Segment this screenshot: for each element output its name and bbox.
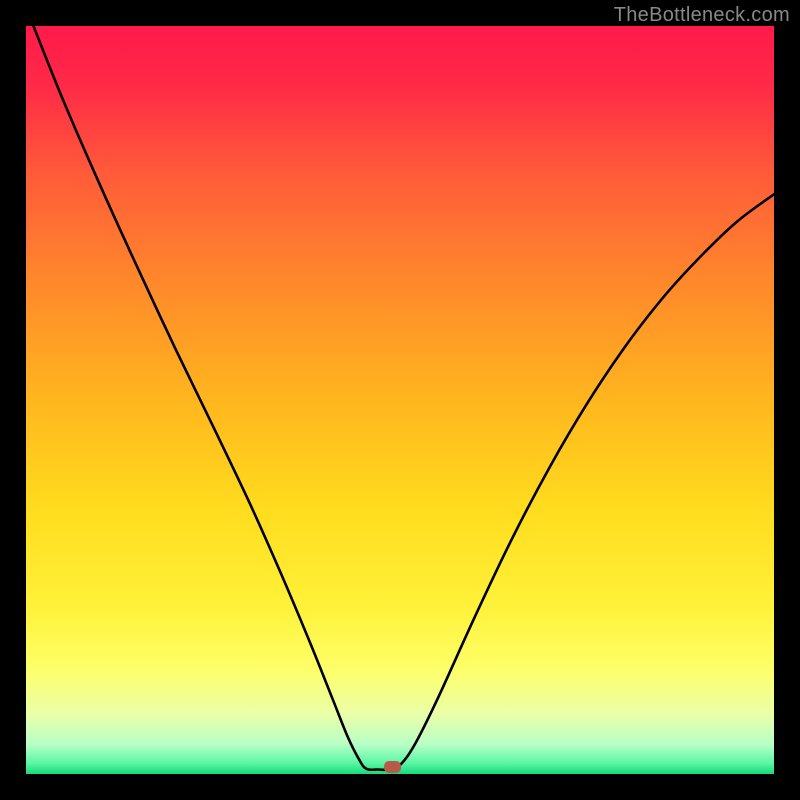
- curve-svg: [26, 26, 774, 774]
- watermark-text: TheBottleneck.com: [614, 4, 790, 27]
- plot-area: [26, 26, 774, 774]
- minimum-marker: [384, 761, 402, 773]
- bottleneck-curve: [33, 26, 774, 770]
